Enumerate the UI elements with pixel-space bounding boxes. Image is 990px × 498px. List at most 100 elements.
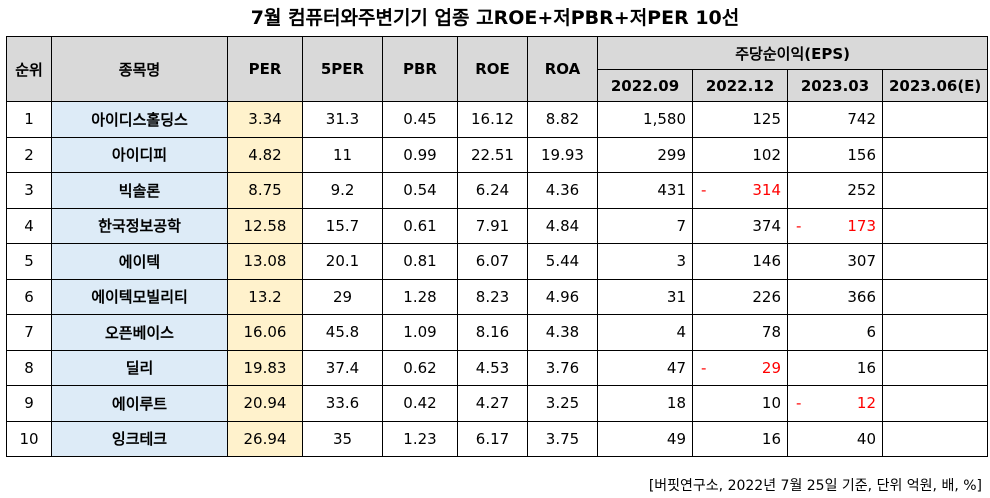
- eps-cell: [881, 101, 989, 138]
- eps-cell: 366: [787, 278, 883, 315]
- header-roe: ROE: [457, 36, 528, 102]
- stock-name-cell: 잉크테크: [51, 420, 228, 457]
- roa-cell: 3.75: [527, 420, 598, 457]
- stock-name-cell: 에이텍모빌리티: [51, 278, 228, 315]
- pbr-cell: 0.81: [382, 243, 458, 280]
- header-per: PER: [227, 36, 303, 102]
- eps-cell: 18: [597, 385, 693, 422]
- eps-cell: 226: [692, 278, 788, 315]
- pbr-cell: 1.23: [382, 420, 458, 457]
- roe-cell: 4.27: [457, 385, 528, 422]
- eps-cell: 156: [787, 136, 883, 173]
- roa-cell: 8.82: [527, 101, 598, 138]
- header-rank: 순위: [6, 36, 52, 102]
- stock-table: 순위 종목명 PER 5PER PBR ROE ROA 주당순이익(EPS) 2…: [6, 36, 989, 457]
- rank-cell: 4: [6, 207, 52, 244]
- header-eps-2022-09: 2022.09: [597, 69, 693, 102]
- negative-value: 12: [856, 394, 876, 413]
- rank-cell: 9: [6, 385, 52, 422]
- negative-sign: -: [796, 216, 802, 235]
- rank-cell: 7: [6, 314, 52, 351]
- negative-sign: -: [796, 394, 802, 413]
- eps-cell: 3: [597, 243, 693, 280]
- eps-cell: [881, 207, 989, 244]
- stock-name-cell: 에이텍: [51, 243, 228, 280]
- eps-cell: 307: [787, 243, 883, 280]
- table-row: 6 에이텍모빌리티 13.2 29 1.28 8.23 4.96 31 226 366: [6, 278, 989, 315]
- negative-value: 29: [761, 358, 781, 377]
- page-title: 7월 컴퓨터와주변기기 업종 고ROE+저PBR+저PER 10선: [250, 7, 740, 29]
- table-row: 10 잉크테크 26.94 35 1.23 6.17 3.75 49 16 40: [6, 420, 989, 457]
- eps-cell: [881, 349, 989, 386]
- pbr-cell: 1.28: [382, 278, 458, 315]
- eps-cell: [881, 172, 989, 209]
- rank-cell: 8: [6, 349, 52, 386]
- eps-cell: - 173: [787, 207, 883, 244]
- header-roa: ROA: [527, 36, 598, 102]
- eps-cell: [881, 420, 989, 457]
- pbr-cell: 0.54: [382, 172, 458, 209]
- eps-cell: 47: [597, 349, 693, 386]
- five-per-cell: 31.3: [302, 101, 383, 138]
- pbr-cell: 1.09: [382, 314, 458, 351]
- roa-cell: 3.76: [527, 349, 598, 386]
- roa-cell: 4.36: [527, 172, 598, 209]
- header-eps-2023-06e: 2023.06(E): [881, 69, 989, 102]
- eps-cell: 146: [692, 243, 788, 280]
- per-cell: 13.08: [227, 243, 303, 280]
- table-row: 1 아이디스홀딩스 3.34 31.3 0.45 16.12 8.82 1,580 125 742: [6, 101, 989, 138]
- eps-cell: 16: [787, 349, 883, 386]
- stock-name-cell: 오픈베이스: [51, 314, 228, 351]
- eps-cell: [881, 243, 989, 280]
- table-body: 1 아이디스홀딩스 3.34 31.3 0.45 16.12 8.82 1,580 125 742…: [6, 101, 989, 457]
- stock-name-cell: 한국정보공학: [51, 207, 228, 244]
- rank-cell: 3: [6, 172, 52, 209]
- eps-cell: 6: [787, 314, 883, 351]
- five-per-cell: 11: [302, 136, 383, 173]
- per-cell: 13.2: [227, 278, 303, 315]
- per-cell: 20.94: [227, 385, 303, 422]
- header-eps-group: 주당순이익(EPS): [596, 36, 989, 70]
- eps-cell: 16: [692, 420, 788, 457]
- five-per-cell: 45.8: [302, 314, 383, 351]
- header-pbr: PBR: [382, 36, 458, 102]
- roe-cell: 6.24: [457, 172, 528, 209]
- per-cell: 8.75: [227, 172, 303, 209]
- table-row: 3 빅솔론 8.75 9.2 0.54 6.24 4.36 431- 314 252: [6, 172, 989, 209]
- eps-cell: [881, 278, 989, 315]
- negative-sign: -: [701, 181, 707, 200]
- eps-cell: 299: [597, 136, 693, 173]
- rank-cell: 6: [6, 278, 52, 315]
- negative-sign: -: [701, 358, 707, 377]
- eps-cell: 252: [787, 172, 883, 209]
- rank-cell: 10: [6, 420, 52, 457]
- eps-cell: [881, 314, 989, 351]
- table-row: 2 아이디피 4.82 11 0.99 22.51 19.93 299 102 156: [6, 136, 989, 173]
- per-cell: 26.94: [227, 420, 303, 457]
- header-eps-2022-12: 2022.12: [692, 69, 788, 102]
- stock-name-cell: 빅솔론: [51, 172, 228, 209]
- roe-cell: 6.17: [457, 420, 528, 457]
- pbr-cell: 0.62: [382, 349, 458, 386]
- rank-cell: 5: [6, 243, 52, 280]
- eps-cell: 431: [597, 172, 693, 209]
- roa-cell: 3.25: [527, 385, 598, 422]
- eps-cell: [881, 385, 989, 422]
- eps-cell: 4: [597, 314, 693, 351]
- roe-cell: 22.51: [457, 136, 528, 173]
- roa-cell: 4.38: [527, 314, 598, 351]
- roa-cell: 19.93: [527, 136, 598, 173]
- table-row: 8 딜리 19.83 37.4 0.62 4.53 3.76 47- 29 16: [6, 349, 989, 386]
- stock-name-cell: 에이루트: [51, 385, 228, 422]
- roe-cell: 7.91: [457, 207, 528, 244]
- negative-value: 173: [847, 216, 876, 235]
- eps-cell: - 12: [787, 385, 883, 422]
- per-cell: 16.06: [227, 314, 303, 351]
- five-per-cell: 20.1: [302, 243, 383, 280]
- pbr-cell: 0.42: [382, 385, 458, 422]
- eps-cell: 102: [692, 136, 788, 173]
- source-footnote: [버핏연구소, 2022년 7월 25일 기준, 단위 억원, 배, %]: [648, 478, 982, 494]
- pbr-cell: 0.61: [382, 207, 458, 244]
- roe-cell: 4.53: [457, 349, 528, 386]
- eps-cell: - 314: [692, 172, 788, 209]
